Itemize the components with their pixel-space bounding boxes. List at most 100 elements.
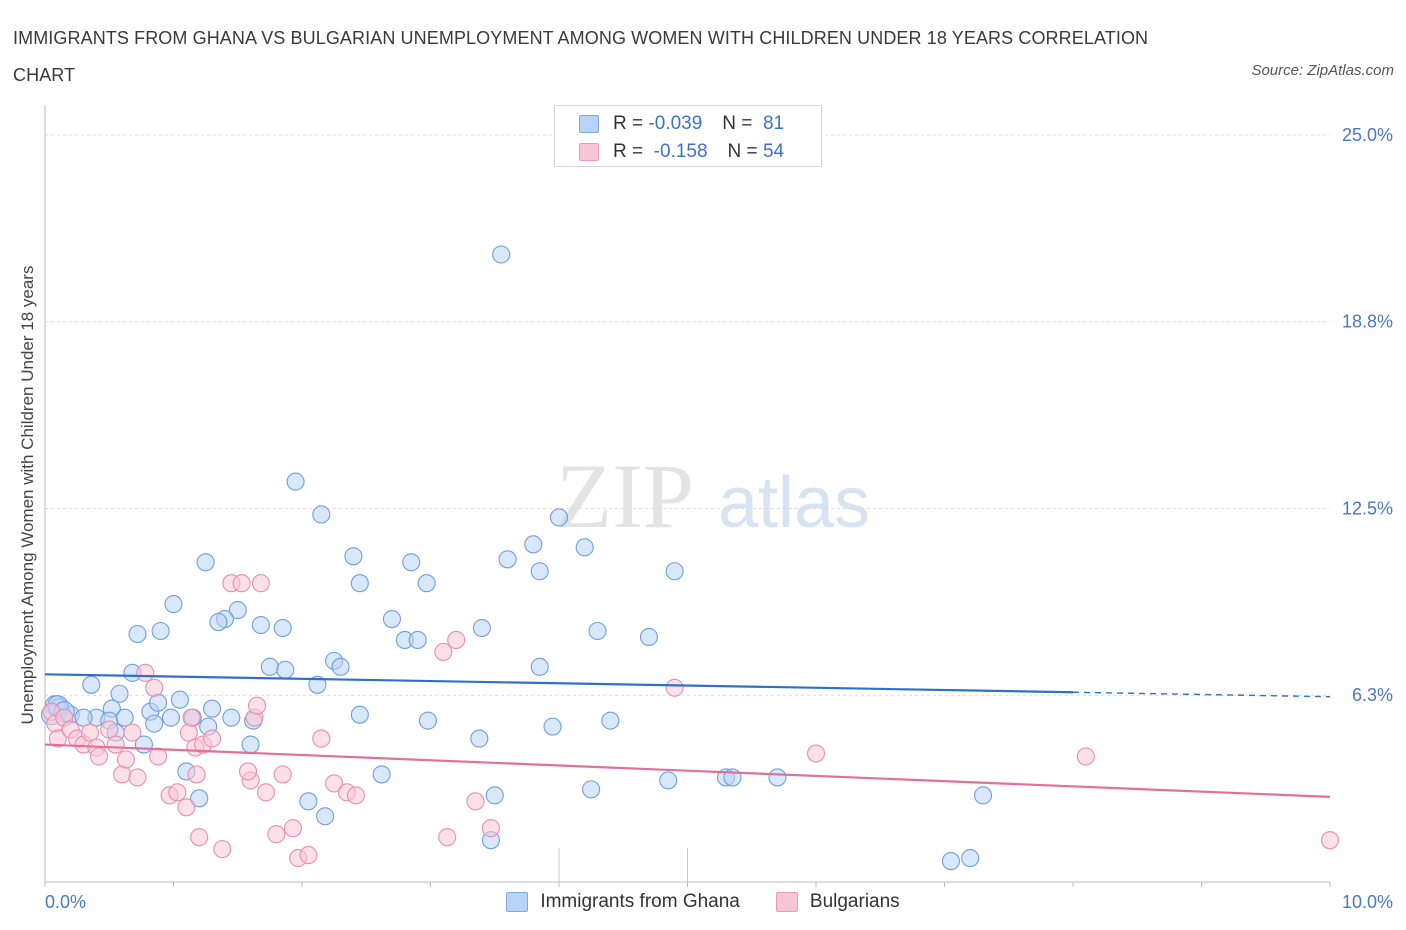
bulgarian-point <box>100 720 119 739</box>
ghana-point <box>382 610 402 629</box>
stats-row-bulgarian: R = -0.158 N = 54 <box>579 139 784 165</box>
bulgarian-points <box>42 574 1340 868</box>
ghana-point <box>530 657 549 676</box>
ghana-point <box>492 245 511 264</box>
bulgarian-r-label: R = <box>613 141 644 162</box>
bulgarian-point <box>466 792 485 811</box>
legend-item-bulgarian: Bulgarians <box>775 891 900 913</box>
bulgarian-r-value: -0.158 <box>653 141 708 162</box>
bulgarian-point <box>312 729 331 748</box>
bulgarian-point <box>113 765 132 784</box>
bulgarian-point <box>89 747 109 766</box>
bulgarian-point <box>665 678 684 697</box>
ghana-point <box>408 630 427 650</box>
legend-ghana-swatch <box>506 892 529 912</box>
ghana-point <box>145 714 164 733</box>
bulgarian-point <box>267 825 286 844</box>
ghana-point <box>498 550 517 569</box>
ghana-point <box>601 711 620 730</box>
y-tick-label-1: 12.5% <box>1342 498 1393 518</box>
ghana-point <box>312 505 331 524</box>
stats-row-ghana: R = -0.039 N = 81 <box>579 111 784 137</box>
ghana-point <box>973 786 993 805</box>
ghana-point <box>350 574 369 593</box>
y-tick-label-2: 18.8% <box>1342 312 1393 332</box>
y-tick-label-0: 6.3% <box>1352 685 1393 705</box>
bulgarian-point <box>438 828 457 847</box>
legend-bulgarian-swatch <box>775 892 798 912</box>
ghana-point <box>524 535 543 554</box>
ghana-point <box>196 553 215 572</box>
ghana-point <box>203 699 222 718</box>
ghana-point <box>588 621 607 641</box>
ghana-trend-line-dashed <box>1072 691 1331 698</box>
bulgarian-point <box>149 747 168 766</box>
ghana-r-label: R = <box>613 113 644 134</box>
ghana-point <box>260 657 279 676</box>
bulgarian-point <box>1320 831 1340 850</box>
ghana-point <box>418 711 437 730</box>
ghana-point <box>128 624 147 644</box>
ghana-point <box>575 538 594 557</box>
legend-item-ghana: Immigrants from Ghana <box>506 891 740 913</box>
bulgarian-point <box>136 663 155 682</box>
bulgarian-point <box>213 840 232 859</box>
bulgarian-point <box>806 744 826 763</box>
ghana-point <box>110 684 129 703</box>
ghana-point <box>549 508 569 527</box>
ghana-point <box>251 615 270 635</box>
bulgarian-n-label: N = <box>727 141 758 162</box>
bulgarian-point <box>346 786 366 805</box>
ghana-point <box>350 705 369 724</box>
ghana-point <box>115 708 134 727</box>
bulgarian-point <box>106 735 125 754</box>
bulgarian-point <box>1076 747 1095 766</box>
ghana-point <box>331 657 350 676</box>
ghana-point <box>582 780 601 799</box>
ghana-point <box>228 601 247 620</box>
y-tick-label-3: 25.0% <box>1342 125 1393 145</box>
ghana-point <box>530 562 549 581</box>
bulgarian-point <box>116 750 136 769</box>
ghana-point <box>286 472 305 491</box>
ghana-point <box>190 789 209 808</box>
ghana-r-value: -0.039 <box>648 113 703 134</box>
bulgarian-point <box>48 729 67 748</box>
bulgarian-point <box>168 783 187 802</box>
watermark-atlas: atlas <box>718 463 870 543</box>
chart-title: IMMIGRANTS FROM GHANA VS BULGARIAN UNEMP… <box>13 28 1149 85</box>
ghana-point <box>344 547 363 566</box>
ghana-point <box>470 729 489 748</box>
legend: Immigrants from Ghana Bulgarians <box>0 888 1406 916</box>
ghana-point <box>74 708 93 727</box>
ghana-point <box>164 595 183 614</box>
ghana-point <box>299 792 318 811</box>
ghana-trend-line <box>44 673 1074 694</box>
ghana-point <box>961 849 980 868</box>
ghana-point <box>659 771 678 790</box>
bulgarian-point <box>177 798 196 817</box>
ghana-point <box>222 708 241 727</box>
bulgarian-point <box>145 678 164 697</box>
bulgarian-point <box>123 723 142 742</box>
ghana-point <box>241 735 260 754</box>
ghana-swatch <box>579 115 599 133</box>
bulgarian-point <box>238 762 258 781</box>
bulgarian-point <box>283 819 303 838</box>
ghana-point <box>82 675 101 694</box>
ghana-n-label: N = <box>722 113 753 134</box>
ghana-point <box>941 852 960 871</box>
bulgarian-point <box>256 783 276 802</box>
bulgarian-n-value: 54 <box>762 141 785 162</box>
bulgarian-trend-line <box>44 743 1331 798</box>
stats-box: R = -0.039 N = 81 R = -0.158 N = 54 <box>554 105 822 167</box>
bulgarian-point <box>203 729 222 748</box>
bulgarian-point <box>80 723 100 742</box>
bulgarian-point <box>325 774 344 793</box>
ghana-point <box>149 693 168 712</box>
x-tick-label-0: 0.0% <box>45 892 86 912</box>
axes <box>44 105 1331 887</box>
ghana-point <box>402 553 421 572</box>
bulgarian-point <box>447 630 466 650</box>
ghana-point <box>417 574 436 593</box>
